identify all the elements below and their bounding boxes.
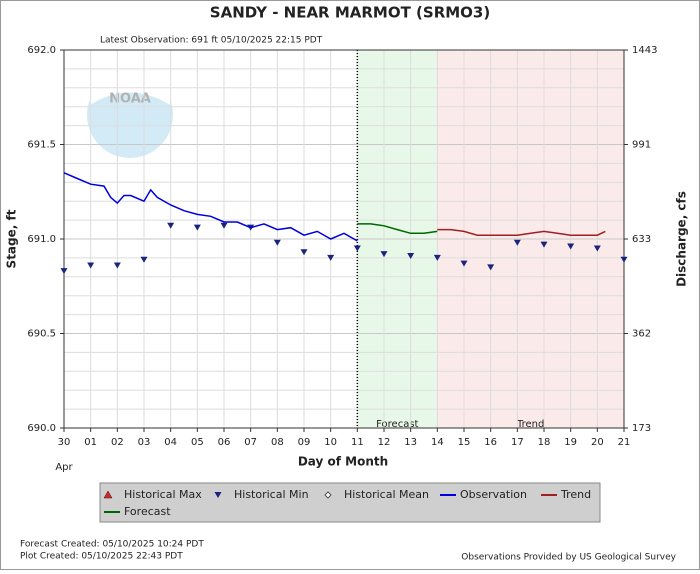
x-tick-label: 20: [591, 437, 604, 448]
x-tick-label: 18: [538, 437, 551, 448]
data-point: [620, 256, 628, 263]
y-tick-label: 690.0: [27, 423, 56, 434]
y2-tick-label: 633: [632, 234, 651, 245]
month-label: Apr: [55, 462, 73, 473]
legend-swatch: [324, 491, 332, 499]
legend-swatch: [103, 490, 113, 499]
series-line: [437, 228, 606, 236]
data-point: [87, 262, 95, 269]
x-tick-label: 10: [324, 437, 337, 448]
x-tick-label: 02: [111, 437, 124, 448]
x-tick-label: 03: [138, 437, 151, 448]
data-point: [113, 262, 121, 269]
legend-label: Historical Max: [124, 488, 202, 501]
y2-tick-label: 173: [632, 423, 651, 434]
x-tick-label: 11: [351, 437, 364, 448]
x-tick-label: 12: [378, 437, 391, 448]
data-point: [327, 254, 335, 261]
data-point: [567, 243, 575, 250]
x-tick-label: 30: [58, 437, 71, 448]
data-point: [60, 268, 68, 275]
noaa-logo: NOAA: [87, 67, 173, 158]
x-axis-label: Day of Month: [298, 455, 388, 469]
y-tick-label: 690.5: [27, 329, 56, 340]
footer-source: Observations Provided by US Geological S…: [461, 553, 676, 563]
data-point: [407, 253, 415, 260]
x-tick-label: 06: [218, 437, 231, 448]
data-point: [193, 224, 201, 231]
y-tick-label: 692.0: [27, 45, 56, 56]
data-point: [273, 239, 281, 246]
y-tick-label: 691.0: [27, 234, 56, 245]
x-tick-label: 07: [244, 437, 257, 448]
chart-title: SANDY - NEAR MARMOT (SRMO3): [210, 4, 490, 22]
x-tick-label: 21: [618, 437, 631, 448]
legend-label: Trend: [560, 488, 591, 501]
region-label: Trend: [516, 419, 544, 430]
legend-swatch: [214, 492, 222, 498]
plot-border: [63, 49, 625, 429]
data-point: [460, 260, 468, 267]
x-tick-label: 16: [484, 437, 497, 448]
data-point: [433, 254, 441, 261]
legend-label: Historical Min: [234, 488, 309, 501]
region-label: Forecast: [376, 419, 418, 430]
y-tick-label: 691.5: [27, 140, 56, 151]
x-tick-label: 08: [271, 437, 284, 448]
data-point: [220, 222, 228, 229]
data-point: [167, 222, 175, 229]
footer-forecast: Forecast Created: 05/10/2025 10:24 PDT: [20, 540, 204, 550]
data-point: [300, 249, 308, 256]
logo-text: NOAA: [109, 92, 151, 107]
data-point: [487, 264, 495, 271]
data-point: [140, 256, 148, 263]
x-tick-label: 09: [298, 437, 311, 448]
data-point: [593, 245, 601, 252]
legend-box: [99, 482, 601, 523]
series-line: [357, 223, 438, 235]
y2-tick-label: 1443: [632, 45, 657, 56]
y2-tick-label: 362: [632, 329, 651, 340]
legend-label: Forecast: [124, 505, 171, 518]
data-point: [353, 245, 361, 252]
x-tick-label: 19: [564, 437, 577, 448]
subtitle: Latest Observation: 691 ft 05/10/2025 22…: [100, 36, 323, 46]
logo-wave: [90, 67, 170, 105]
x-tick-label: 01: [84, 437, 97, 448]
x-tick-label: 13: [404, 437, 417, 448]
data-point: [540, 241, 548, 248]
y2-axis-label: Discharge, cfs: [675, 191, 689, 287]
y2-tick-label: 991: [632, 140, 651, 151]
x-tick-label: 17: [511, 437, 524, 448]
y-axis-label: Stage, ft: [5, 209, 19, 268]
series-line: [63, 172, 358, 242]
legend-label: Historical Mean: [344, 488, 429, 501]
x-tick-label: 04: [164, 437, 177, 448]
x-tick-label: 05: [191, 437, 204, 448]
legend-label: Observation: [460, 488, 527, 501]
data-point: [513, 239, 521, 246]
x-tick-label: 14: [431, 437, 444, 448]
data-point: [380, 251, 388, 258]
footer-plot: Plot Created: 05/10/2025 22:43 PDT: [20, 552, 183, 562]
logo-circle: [87, 72, 173, 158]
x-tick-label: 15: [458, 437, 471, 448]
